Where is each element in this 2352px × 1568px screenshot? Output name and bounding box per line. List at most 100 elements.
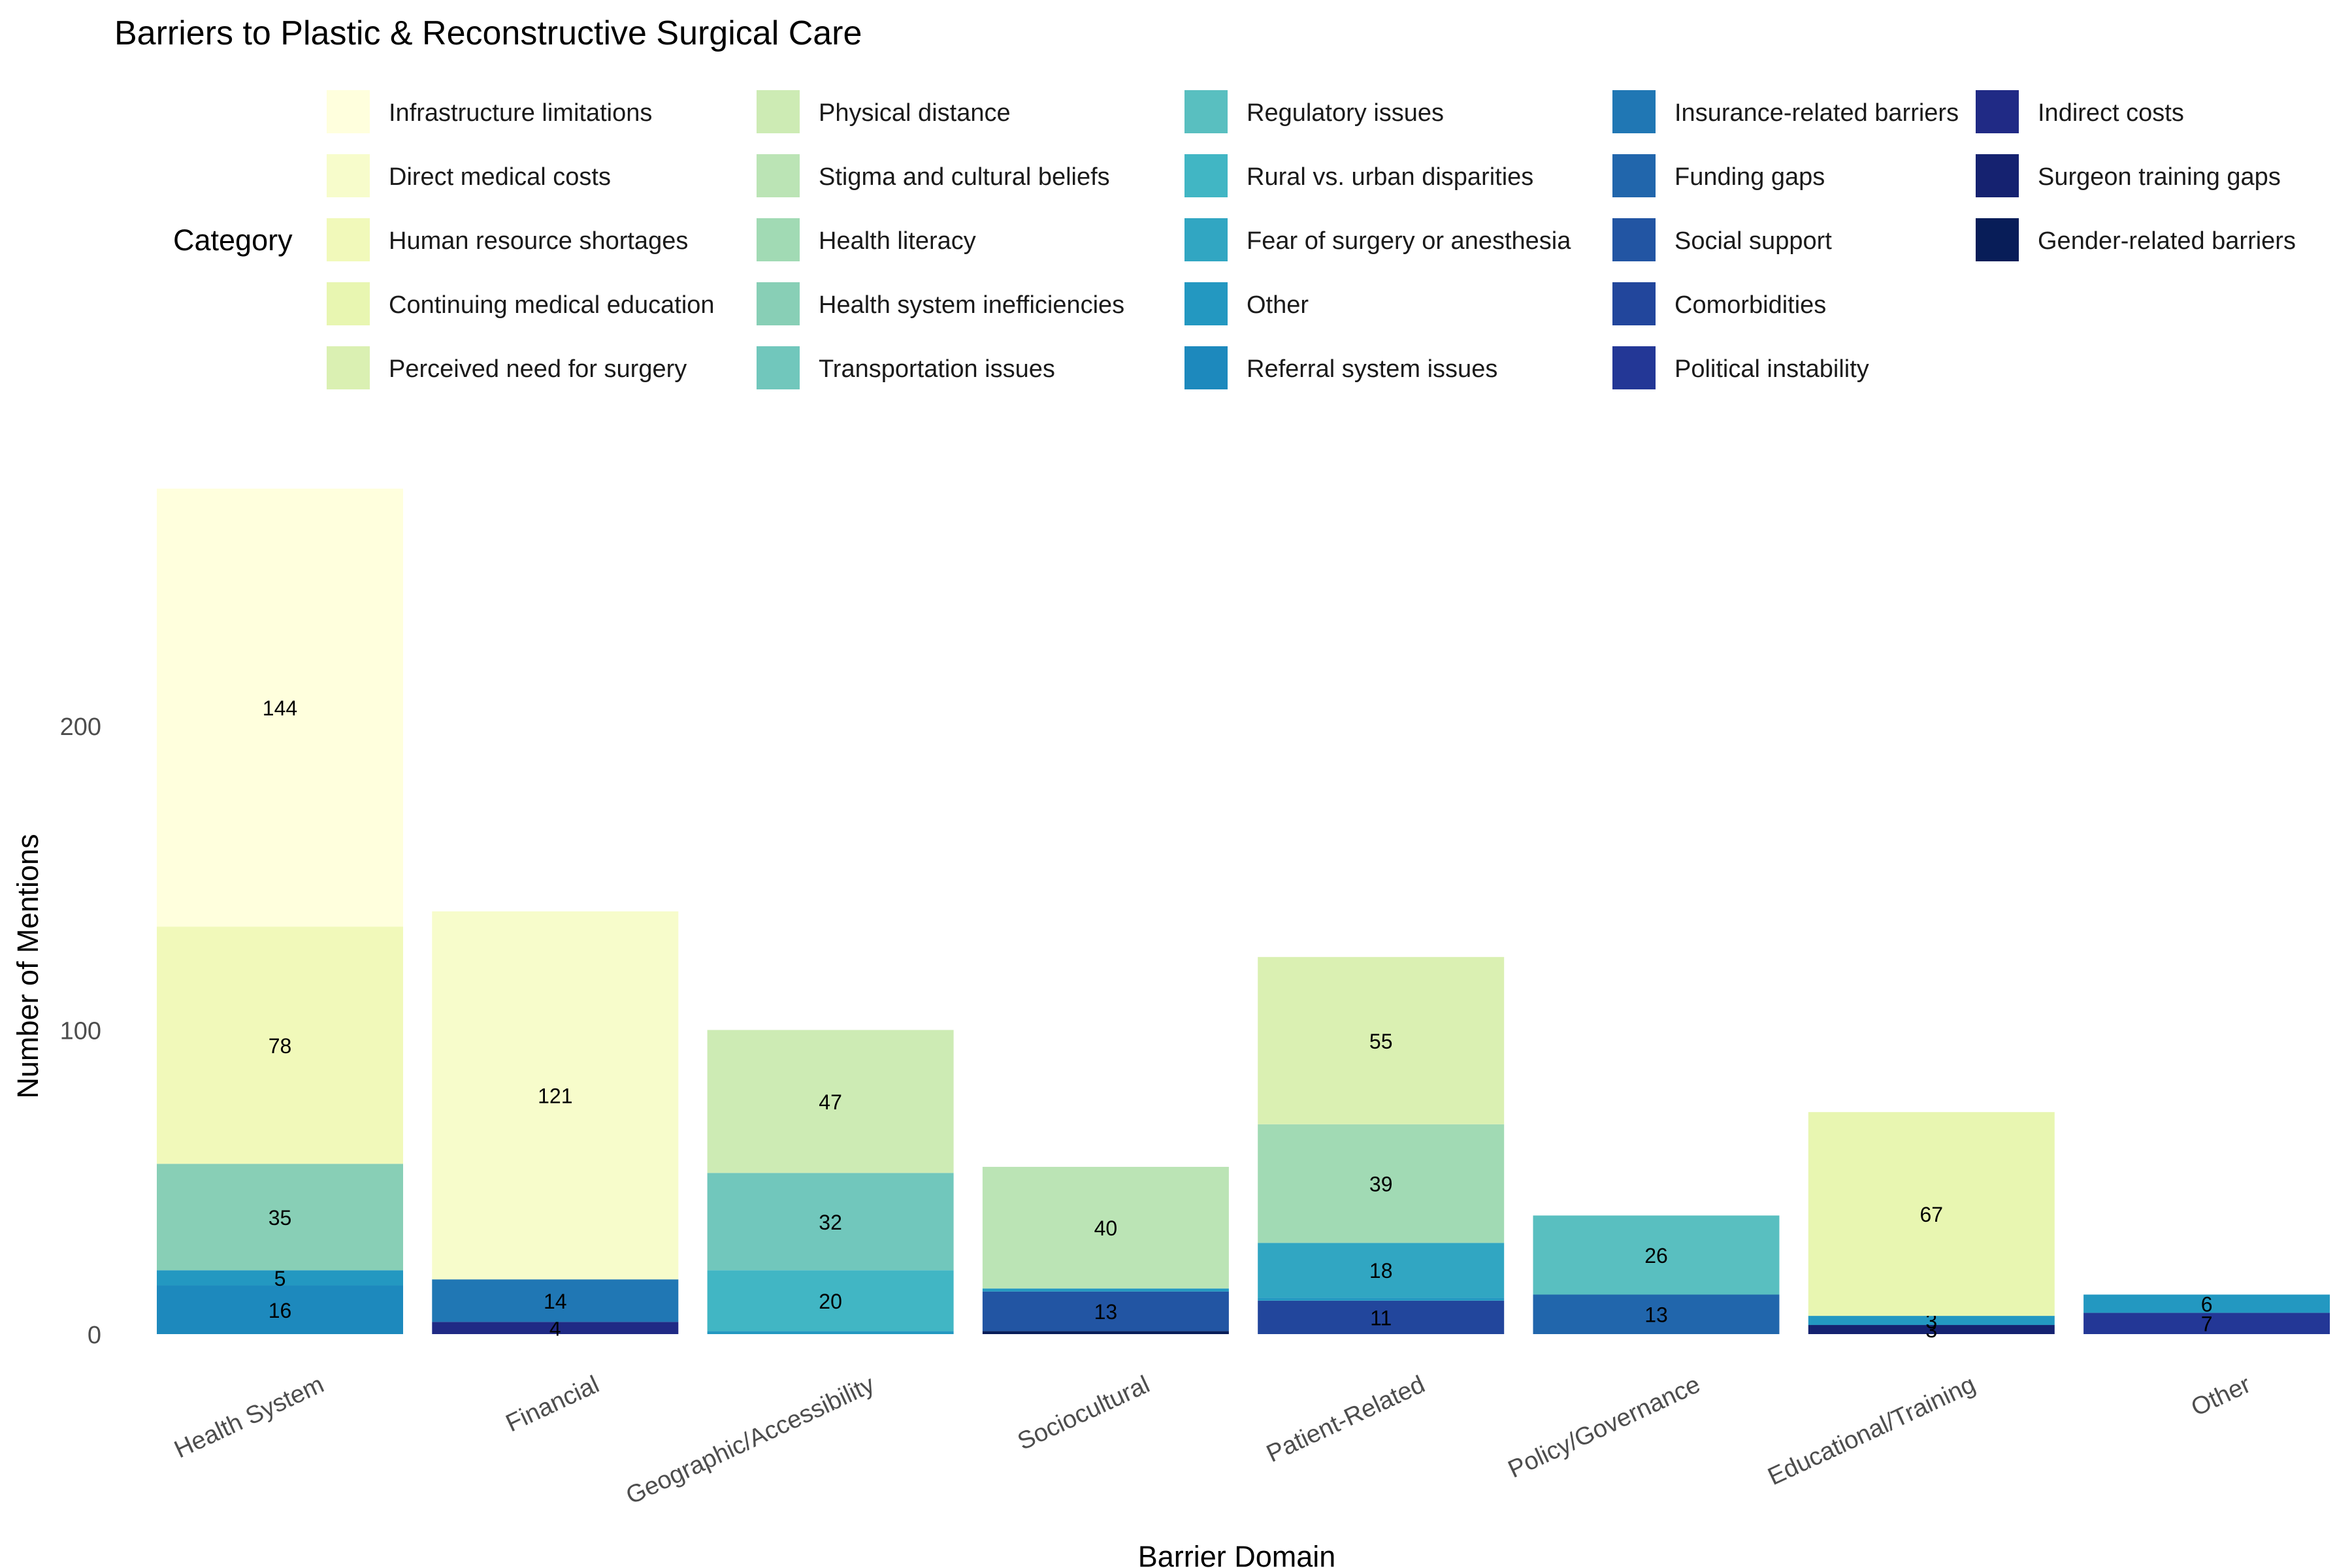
bar-segment-sociocultural-social-support: [982, 1291, 1229, 1331]
bar-segment-policy-governance-funding-gaps: [1533, 1294, 1780, 1334]
bar-segment-policy-governance-regulatory-issues: [1533, 1215, 1780, 1295]
bar-segment-financial-direct-medical-costs: [432, 911, 679, 1280]
legend-key-continuing-medical-education: [327, 282, 370, 325]
legend-label-referral-system-issues: Referral system issues: [1247, 355, 1497, 383]
legend-key-gender-related-barriers: [1976, 218, 2019, 261]
legend-key-insurance-related-barriers: [1612, 90, 1656, 133]
legend-key-health-literacy: [757, 218, 800, 261]
bar-segment-educational-training-other: [1808, 1316, 2055, 1326]
legend-key-other: [1184, 282, 1228, 325]
legend-label-infrastructure-limitations: Infrastructure limitations: [389, 99, 652, 127]
data-label-geographic-accessibility-rural-vs-urban-disparities: 20: [819, 1290, 842, 1313]
data-label-patient-related-fear-of-surgery-or-anesthesia: 18: [1369, 1259, 1393, 1282]
y-axis: 0 100 200: [60, 713, 101, 1349]
data-label-policy-governance-regulatory-issues: 26: [1644, 1244, 1668, 1267]
legend-key-rural-vs-urban-disparities: [1184, 154, 1228, 197]
data-label-educational-training-continuing-medical-education: 67: [1920, 1203, 1944, 1226]
data-label-sociocultural-social-support: 13: [1094, 1300, 1118, 1324]
legend-key-physical-distance: [757, 90, 800, 133]
x-tick-label-health-system: Health System: [171, 1371, 329, 1463]
legend-key-surgeon-training-gaps: [1976, 154, 2019, 197]
bar-segment-other-political-instability: [2083, 1313, 2330, 1334]
legend-label-fear-of-surgery-or-anesthesia: Fear of surgery or anesthesia: [1247, 227, 1571, 255]
legend-key-indirect-costs: [1976, 90, 2019, 133]
legend-key-referral-system-issues: [1184, 346, 1228, 389]
legend-label-surgeon-training-gaps: Surgeon training gaps: [2038, 163, 2281, 191]
y-axis-title: Number of Mentions: [11, 834, 44, 1098]
x-axis-title: Barrier Domain: [1138, 1540, 1336, 1568]
legend-label-human-resource-shortages: Human resource shortages: [389, 227, 688, 255]
data-label-health-system-health-system-inefficiencies: 35: [269, 1206, 292, 1230]
legend-key-funding-gaps: [1612, 154, 1656, 197]
legend-key-social-support: [1612, 218, 1656, 261]
chart-title: Barriers to Plastic & Reconstructive Sur…: [114, 14, 862, 52]
legend-key-political-instability: [1612, 346, 1656, 389]
data-label-financial-direct-medical-costs: 121: [538, 1085, 572, 1108]
bar-segment-patient-related-perceived-need-for-surgery: [1258, 956, 1505, 1124]
data-label-geographic-accessibility-transportation-issues: 32: [819, 1211, 842, 1234]
data-label-patient-related-perceived-need-for-surgery: 55: [1369, 1030, 1393, 1053]
x-tick-label-geographic-accessibility: Geographic/Accessibility: [622, 1371, 879, 1510]
legend-label-transportation-issues: Transportation issues: [819, 355, 1055, 383]
y-tick-label-100: 100: [60, 1018, 101, 1045]
data-label-policy-governance-funding-gaps: 13: [1644, 1303, 1668, 1327]
legend-label-physical-distance: Physical distance: [819, 99, 1011, 127]
bar-segment-health-system-health-system-inefficiencies: [157, 1164, 403, 1271]
bar-segment-health-system-human-resource-shortages: [157, 926, 403, 1164]
y-tick-label-200: 200: [60, 713, 101, 741]
legend-key-comorbidities: [1612, 282, 1656, 325]
legend-key-perceived-need-for-surgery: [327, 346, 370, 389]
legend-label-regulatory-issues: Regulatory issues: [1247, 99, 1444, 127]
legend-key-transportation-issues: [757, 346, 800, 389]
data-label-financial-insurance-related-barriers: 14: [544, 1290, 567, 1313]
legend: Infrastructure limitations Direct medical…: [327, 90, 2296, 389]
legend-label-funding-gaps: Funding gaps: [1674, 163, 1825, 191]
legend-label-comorbidities: Comorbidities: [1674, 291, 1826, 319]
x-tick-label-other: Other: [2187, 1371, 2255, 1422]
x-tick-label-financial: Financial: [502, 1371, 604, 1437]
legend-label-political-instability: Political instability: [1674, 355, 1869, 383]
bar-segment-financial-indirect-costs: [432, 1322, 679, 1334]
bar-segment-patient-related-fear-of-surgery-or-anesthesia: [1258, 1243, 1505, 1298]
legend-label-indirect-costs: Indirect costs: [2038, 99, 2184, 127]
plot-area: 1653578144414121203247134011183955132633…: [157, 488, 2330, 1342]
x-tick-label-policy-governance: Policy/Governance: [1504, 1371, 1705, 1484]
legend-key-infrastructure-limitations: [327, 90, 370, 133]
legend-label-health-system-inefficiencies: Health system inefficiencies: [819, 291, 1124, 319]
bar-segment-geographic-accessibility-transportation-issues: [707, 1173, 954, 1271]
bar-segment-financial-insurance-related-barriers: [432, 1279, 679, 1322]
legend-key-fear-of-surgery-or-anesthesia: [1184, 218, 1228, 261]
legend-key-stigma-and-cultural-beliefs: [757, 154, 800, 197]
legend-label-social-support: Social support: [1674, 227, 1832, 255]
x-tick-label-patient-related: Patient-Related: [1262, 1371, 1429, 1468]
bar-segment-geographic-accessibility-physical-distance: [707, 1030, 954, 1173]
x-tick-label-sociocultural: Sociocultural: [1013, 1371, 1154, 1456]
data-label-other-political-instability: 7: [2201, 1313, 2213, 1336]
legend-key-direct-medical-costs: [327, 154, 370, 197]
legend-label-health-literacy: Health literacy: [819, 227, 976, 255]
data-label-financial-indirect-costs: 4: [549, 1317, 561, 1341]
bar-segment-geographic-accessibility-other: [707, 1331, 954, 1334]
legend-label-continuing-medical-education: Continuing medical education: [389, 291, 715, 319]
bar-segment-sociocultural-other: [982, 1288, 1229, 1292]
bar-segment-educational-training-continuing-medical-education: [1808, 1112, 2055, 1316]
data-label-sociocultural-stigma-and-cultural-beliefs: 40: [1094, 1217, 1118, 1240]
bar-segment-other-other: [2083, 1294, 2330, 1313]
legend-key-regulatory-issues: [1184, 90, 1228, 133]
data-label-health-system-human-resource-shortages: 78: [269, 1034, 292, 1058]
legend-key-human-resource-shortages: [327, 218, 370, 261]
bar-segment-health-system-other: [157, 1270, 403, 1286]
x-axis: Health System Financial Geographic/Accessi…: [171, 1371, 2255, 1510]
x-tick-label-educational-training: Educational/Training: [1764, 1371, 1980, 1491]
bar-segment-health-system-referral-system-issues: [157, 1285, 403, 1334]
bar-segment-educational-training-surgeon-training-gaps: [1808, 1325, 2055, 1334]
bar-segment-health-system-infrastructure-limitations: [157, 488, 403, 927]
legend-label-rural-vs-urban-disparities: Rural vs. urban disparities: [1247, 163, 1533, 191]
data-label-patient-related-health-literacy: 39: [1369, 1173, 1393, 1196]
bar-segment-sociocultural-stigma-and-cultural-beliefs: [982, 1166, 1229, 1289]
data-label-health-system-infrastructure-limitations: 144: [263, 696, 297, 720]
data-label-health-system-other: 5: [274, 1267, 286, 1290]
data-label-geographic-accessibility-physical-distance: 47: [819, 1090, 842, 1114]
bar-segment-patient-related-health-literacy: [1258, 1124, 1505, 1243]
